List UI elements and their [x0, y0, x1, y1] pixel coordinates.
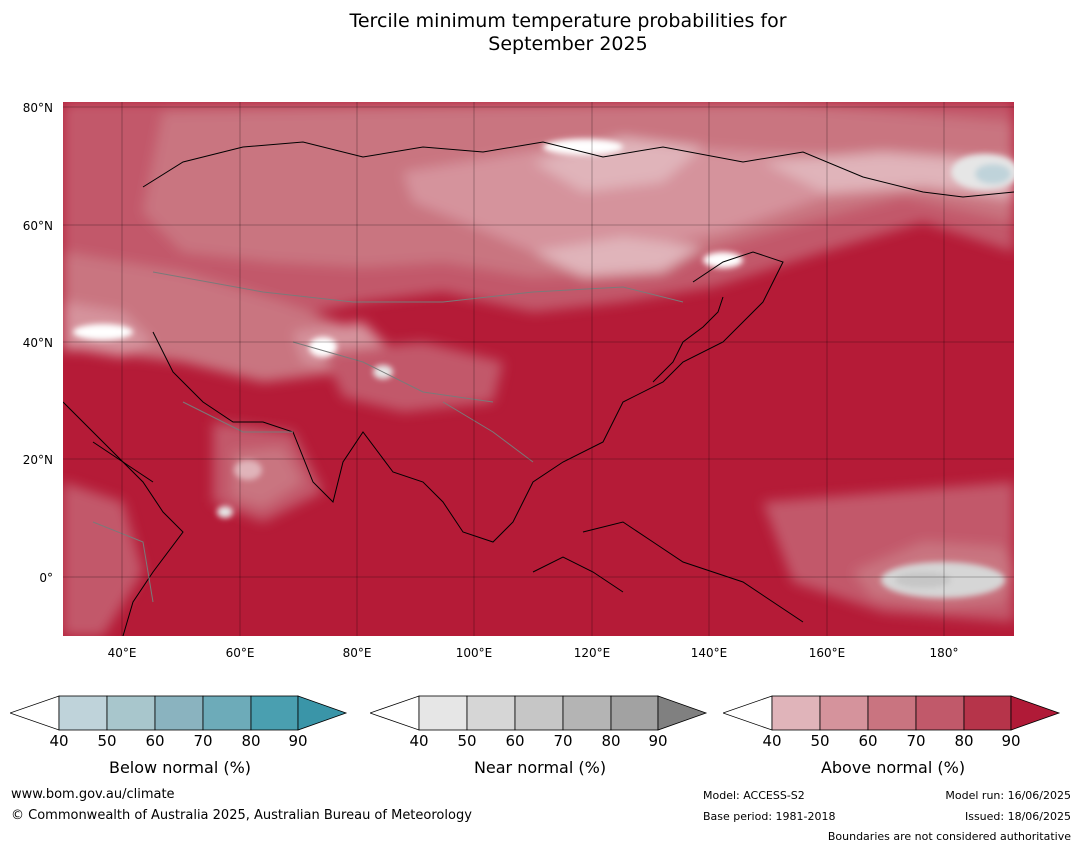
colorbar-swatch — [562, 695, 612, 731]
colorbar-swatch — [154, 695, 204, 731]
colorbar-tick: 70 — [193, 732, 213, 750]
near-normal-shading — [73, 139, 1014, 598]
model-run-date: Model run: 16/06/2025 — [945, 789, 1071, 802]
colorbar-swatch — [297, 695, 348, 731]
colorbar-swatch — [723, 695, 773, 731]
colorbar-tick: 40 — [49, 732, 69, 750]
lon-label-140e: 140°E — [690, 646, 728, 660]
lon-label-120e: 120°E — [573, 646, 611, 660]
colorbar-tick: 80 — [954, 732, 974, 750]
probability-map — [63, 102, 1014, 636]
lon-label-60e: 60°E — [225, 646, 255, 660]
legend-above-normal: 40 50 60 70 80 90 Above normal (%) — [723, 694, 1063, 784]
lon-label-160e: 160°E — [808, 646, 846, 660]
legend-title: Below normal (%) — [108, 758, 252, 777]
lon-label-40e: 40°E — [107, 646, 137, 660]
lon-label-180: 180° — [929, 646, 959, 660]
legend-near-normal: 40 50 60 70 80 90 Near normal (%) — [370, 694, 710, 784]
colorbar-ticks: 40 50 60 70 80 90 — [723, 732, 1063, 750]
copyright-text: © Commonwealth of Australia 2025, Austra… — [11, 808, 472, 823]
lat-label-60n: 60°N — [22, 219, 53, 233]
country-borders — [92, 271, 684, 603]
colorbar-swatch — [657, 695, 708, 731]
colorbar-swatch — [58, 695, 108, 731]
colorbar-tick: 60 — [505, 732, 525, 750]
issued-date: Issued: 18/06/2025 — [964, 810, 1071, 823]
lat-label-20n: 20°N — [22, 453, 53, 467]
title-line-1: Tercile minimum temperature probabilitie… — [349, 10, 787, 32]
legend-below-normal: 40 50 60 70 80 90 Below normal (%) — [10, 694, 350, 784]
colorbar-swatch — [418, 695, 468, 731]
map-area: 80°N 60°N 40°N 20°N 0° 40°E 60°E 80°E 10… — [0, 95, 1081, 660]
colorbar-tick: 50 — [457, 732, 477, 750]
colorbar-tick: 60 — [145, 732, 165, 750]
colorbar-tick: 60 — [858, 732, 878, 750]
legend-title: Above normal (%) — [820, 758, 966, 777]
colorbar-swatch — [10, 695, 60, 731]
lon-label-100e: 100°E — [455, 646, 493, 660]
colorbar-above-normal — [723, 695, 1061, 731]
probability-map-svg — [63, 102, 1014, 636]
colorbar-swatch — [370, 695, 420, 731]
model-name: Model: ACCESS-S2 — [703, 789, 805, 802]
colorbar-tick: 70 — [906, 732, 926, 750]
colorbar-below-normal — [10, 695, 348, 731]
colorbar-swatch — [915, 695, 965, 731]
colorbar-swatch — [819, 695, 869, 731]
colorbar-ticks: 40 50 60 70 80 90 — [370, 732, 710, 750]
legend-title: Near normal (%) — [473, 758, 607, 777]
colorbar-near-normal — [370, 695, 708, 731]
boundaries-disclaimer: Boundaries are not considered authoritat… — [827, 830, 1071, 843]
colorbar-swatch — [771, 695, 821, 731]
colorbar-ticks: 40 50 60 70 80 90 — [10, 732, 350, 750]
colorbar-swatch — [250, 695, 299, 731]
coastlines — [63, 141, 1014, 636]
base-period: Base period: 1981-2018 — [703, 810, 836, 823]
colorbar-tick: 80 — [601, 732, 621, 750]
colorbar-tick: 40 — [409, 732, 429, 750]
colorbar-swatch — [963, 695, 1012, 731]
colorbar-tick: 50 — [97, 732, 117, 750]
graticule — [63, 102, 1014, 636]
colorbar-swatch — [106, 695, 156, 731]
colorbar-swatch — [202, 695, 252, 731]
lat-label-80n: 80°N — [22, 101, 53, 115]
colorbar-swatch — [1010, 695, 1061, 731]
colorbar-tick: 70 — [553, 732, 573, 750]
colorbar-swatch — [610, 695, 659, 731]
colorbar-tick: 90 — [648, 732, 668, 750]
colorbar-tick: 40 — [762, 732, 782, 750]
colorbar-swatch — [514, 695, 564, 731]
map-title: Tercile minimum temperature probabilitie… — [0, 10, 1081, 56]
colorbar-swatch — [466, 695, 516, 731]
colorbar-tick: 90 — [288, 732, 308, 750]
lat-label-40n: 40°N — [22, 336, 53, 350]
colorbar-tick: 80 — [241, 732, 261, 750]
lat-label-0: 0° — [39, 571, 53, 585]
colorbar-tick: 90 — [1001, 732, 1021, 750]
colorbar-swatch — [867, 695, 917, 731]
lon-label-80e: 80°E — [342, 646, 372, 660]
title-line-2: September 2025 — [488, 33, 648, 55]
website-link[interactable]: www.bom.gov.au/climate — [11, 787, 175, 802]
colorbar-tick: 50 — [810, 732, 830, 750]
